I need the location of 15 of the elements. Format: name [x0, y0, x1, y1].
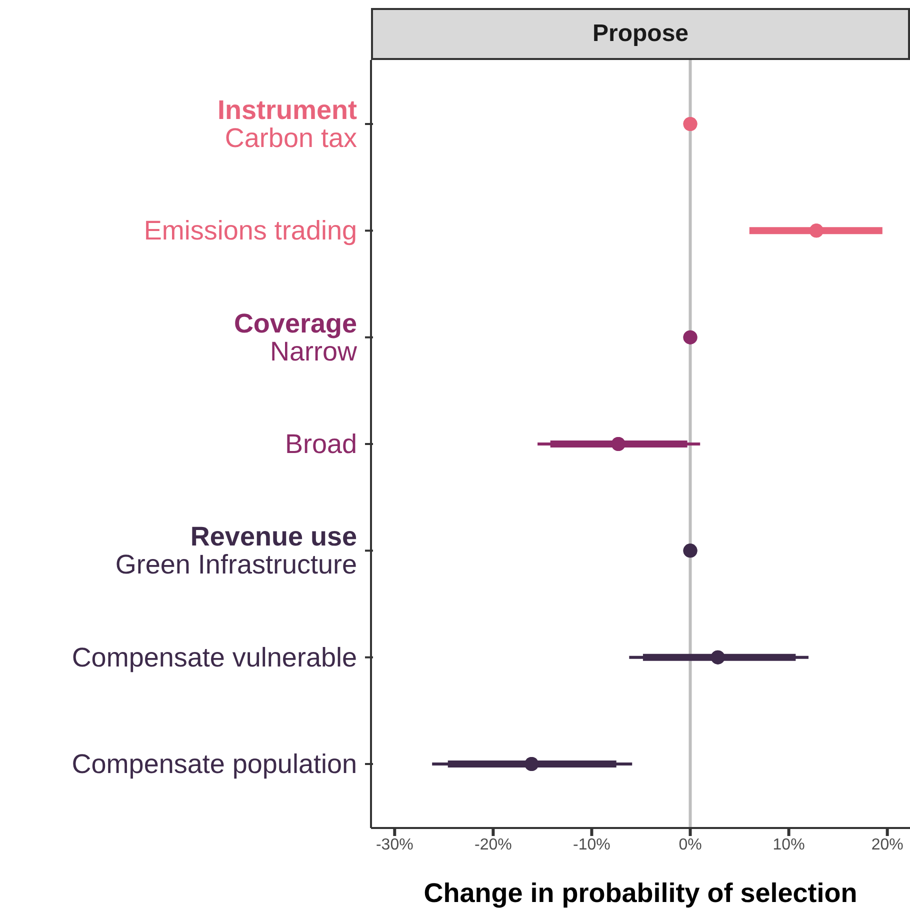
y-tick-label: Instrument Carbon tax: [217, 95, 358, 153]
x-tick-label: 10%: [772, 836, 805, 854]
chart-title: Propose: [371, 8, 910, 60]
y-tick-label: Emissions trading: [144, 216, 357, 246]
y-tick-label: Compensate population: [72, 749, 357, 779]
y-tick-label: Coverage Narrow: [234, 308, 358, 366]
y-tick-label: Broad: [284, 429, 357, 459]
x-tick-label: -10%: [573, 836, 610, 854]
y-tick-label: Compensate vulnerable: [72, 642, 357, 672]
x-tick-label: 0%: [678, 836, 702, 854]
x-tick-label: -20%: [474, 836, 512, 854]
x-tick-label: 20%: [871, 836, 904, 854]
y-tick-label: Revenue use Green Infrastructure: [115, 522, 357, 580]
x-tick-label: -30%: [376, 836, 414, 854]
x-axis-title: Change in probability of selection: [424, 878, 858, 908]
